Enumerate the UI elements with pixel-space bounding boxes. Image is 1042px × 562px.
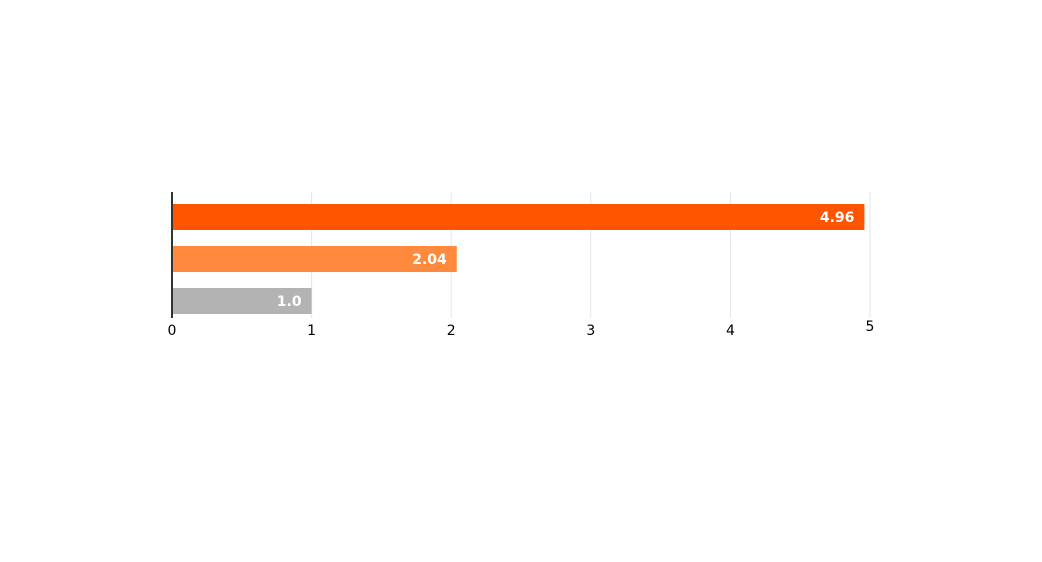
x-tick-label: 0	[168, 323, 177, 339]
x-tick-label: 3	[586, 323, 595, 339]
value-label: 1.0	[277, 294, 302, 310]
value-label: 4.96	[820, 210, 855, 226]
x-tick-label: 4	[726, 323, 735, 339]
x-tick-label: 5	[866, 319, 875, 335]
bar	[172, 246, 457, 272]
x-tick-label: 2	[447, 323, 456, 339]
x-tick-label: 1	[307, 323, 316, 339]
bar	[172, 288, 312, 314]
value-label: 2.04	[412, 252, 447, 268]
bar	[172, 204, 865, 230]
